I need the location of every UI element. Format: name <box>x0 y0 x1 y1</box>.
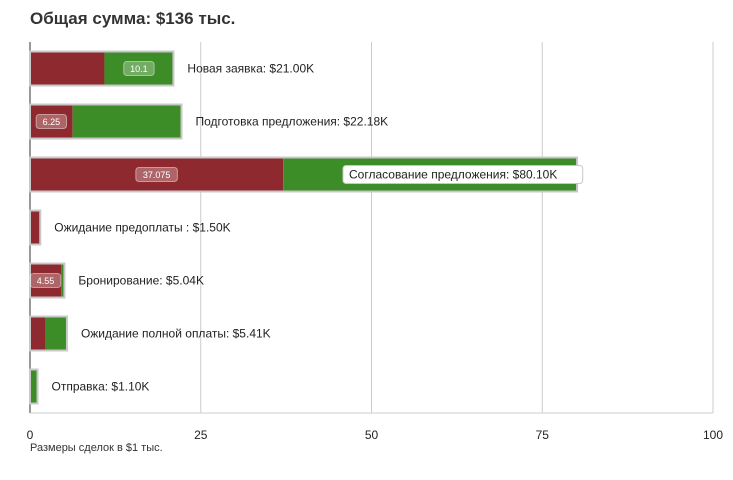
bar-segment <box>30 263 62 298</box>
stage-label: Согласование предложения: $80.10K <box>349 168 557 182</box>
bar-outline <box>29 209 42 246</box>
stage-labels: Новая заявка: $21.00K Подготовка предложе… <box>52 62 584 394</box>
x-tick-label: 100 <box>703 428 723 442</box>
bar-segment <box>30 157 284 192</box>
bar-value-label: 37.075 <box>143 170 171 180</box>
axis-footnote: Размеры сделок в $1 тыс. <box>30 442 163 454</box>
bar-outline <box>29 103 183 140</box>
x-tick-label: 75 <box>536 428 550 442</box>
stage-label-box <box>342 165 584 184</box>
x-tick-label: 25 <box>194 428 208 442</box>
stage-label: Новая заявка: $21.00K <box>187 62 314 76</box>
chart-title: Общая сумма: $136 тыс. <box>30 9 236 28</box>
stage-label: Подготовка предложения: $22.18K <box>195 115 388 129</box>
bar-segment <box>30 104 73 139</box>
stage-label: Ожидание предоплаты : $1.50K <box>54 221 230 235</box>
value-badge <box>35 114 68 129</box>
x-axis-ticks: 0 25 50 75 100 <box>27 428 724 442</box>
value-badge <box>29 273 62 288</box>
bar-segment <box>61 263 65 298</box>
bar-value-label: 10.1 <box>130 64 148 74</box>
bar-value-label: 4.55 <box>37 276 55 286</box>
bar-outline <box>29 50 175 87</box>
bar-outline <box>29 368 39 405</box>
bar-value-label: 6.25 <box>43 117 61 127</box>
bar-segment <box>30 51 105 86</box>
value-badge <box>135 167 178 182</box>
x-tick-label: 50 <box>365 428 379 442</box>
bar-segment <box>72 104 182 139</box>
stage-label: Бронирование: $5.04K <box>78 274 204 288</box>
stage-label: Ожидание полной оплаты: $5.41K <box>81 327 271 341</box>
bar-segment <box>30 369 38 404</box>
bar-segment <box>45 316 67 351</box>
bar-segment <box>104 51 174 86</box>
bar-outline <box>29 262 66 299</box>
bar-segment <box>30 210 41 245</box>
bar-outline <box>29 315 68 352</box>
x-tick-label: 0 <box>27 428 34 442</box>
stage-label: Отправка: $1.10K <box>52 380 150 394</box>
value-badge <box>123 61 155 76</box>
bar-segment <box>30 316 46 351</box>
